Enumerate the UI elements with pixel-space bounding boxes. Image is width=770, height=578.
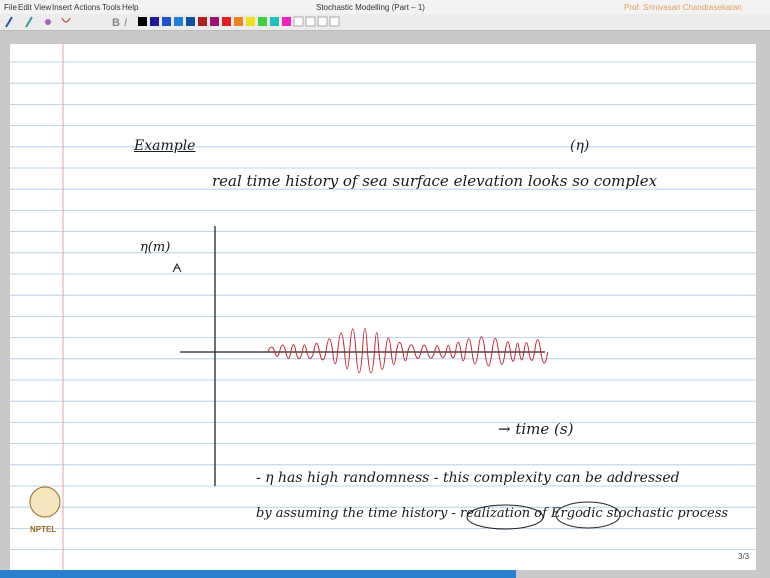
- svg-text:B: B: [112, 17, 120, 29]
- svg-text:I: I: [124, 17, 127, 29]
- note-line: by assuming the time history - realizati…: [256, 506, 728, 521]
- note-line: real time history of sea surface elevati…: [212, 172, 657, 190]
- author: Prof. Srinivasan Chandrasekaran: [624, 3, 742, 12]
- menu-item[interactable]: Insert: [52, 3, 72, 12]
- menu-item[interactable]: Actions: [74, 3, 100, 12]
- menu-item[interactable]: View: [34, 3, 51, 12]
- note-line: - η has high randomness - this complexit…: [256, 470, 680, 486]
- logo: NPTEL: [30, 525, 56, 534]
- note-page: Example (η) real time history of sea sur…: [10, 44, 756, 570]
- page-number: 3/3: [738, 552, 749, 561]
- symbol: (η): [570, 138, 589, 154]
- progress: [0, 570, 516, 578]
- axis-label: η(m): [140, 240, 170, 255]
- axis-label: → time (s): [498, 420, 573, 438]
- menu-item[interactable]: Help: [122, 3, 138, 12]
- menu-bar: File Edit View Insert Actions Tools Help…: [0, 0, 770, 14]
- toolbar: B I: [0, 14, 770, 31]
- ruled-paper: [10, 44, 756, 570]
- menu-item[interactable]: Edit: [18, 3, 32, 12]
- status-bar: [0, 570, 770, 578]
- menu-item[interactable]: File: [4, 3, 17, 12]
- heading: Example: [134, 138, 195, 154]
- window-title: Stochastic Modelling (Part – 1): [316, 3, 425, 12]
- screen: File Edit View Insert Actions Tools Help…: [0, 0, 770, 578]
- toolbar-icons: B I: [0, 14, 400, 30]
- menu-item[interactable]: Tools: [102, 3, 121, 12]
